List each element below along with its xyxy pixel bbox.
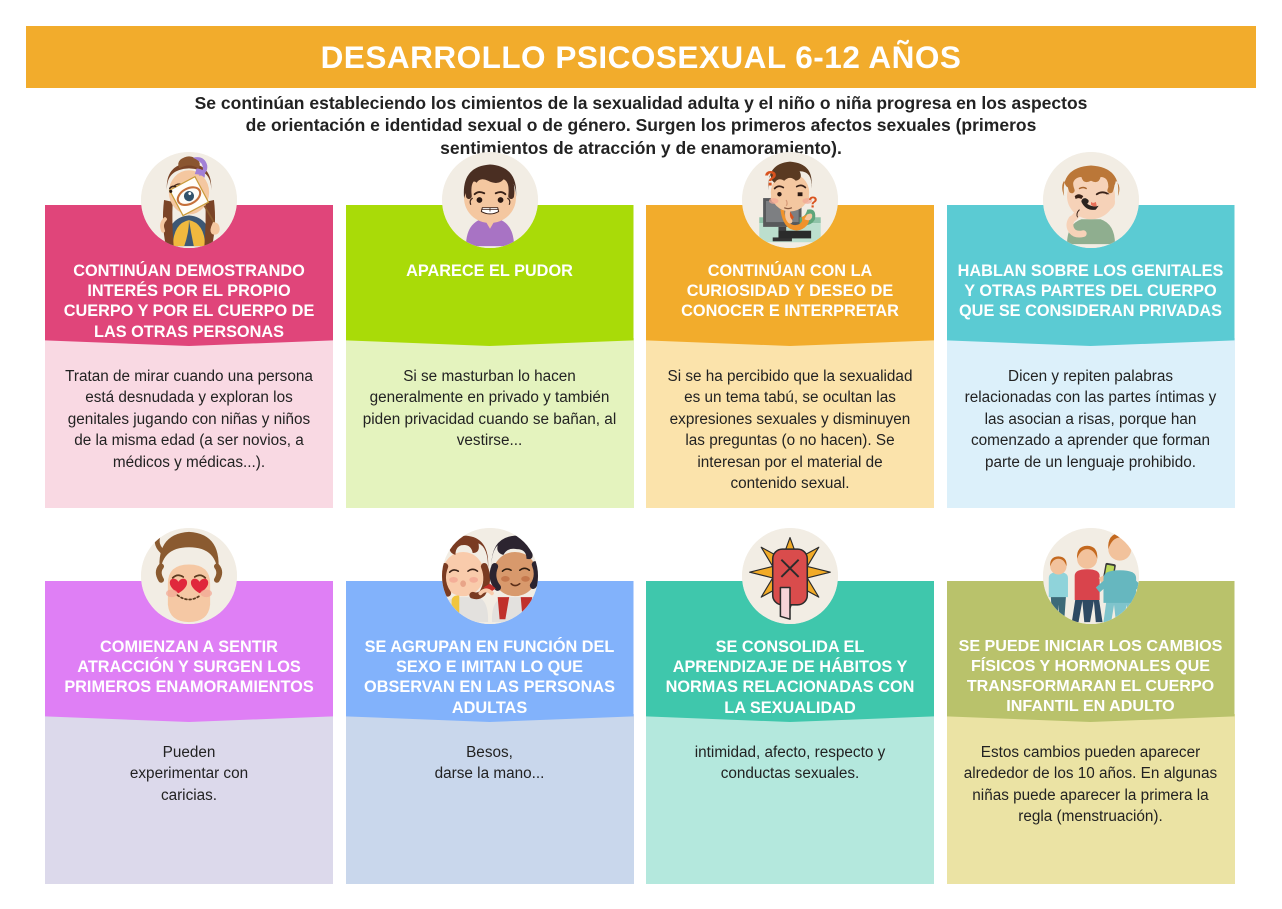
svg-text:?: ? [764, 168, 777, 191]
svg-text:?: ? [808, 195, 817, 212]
